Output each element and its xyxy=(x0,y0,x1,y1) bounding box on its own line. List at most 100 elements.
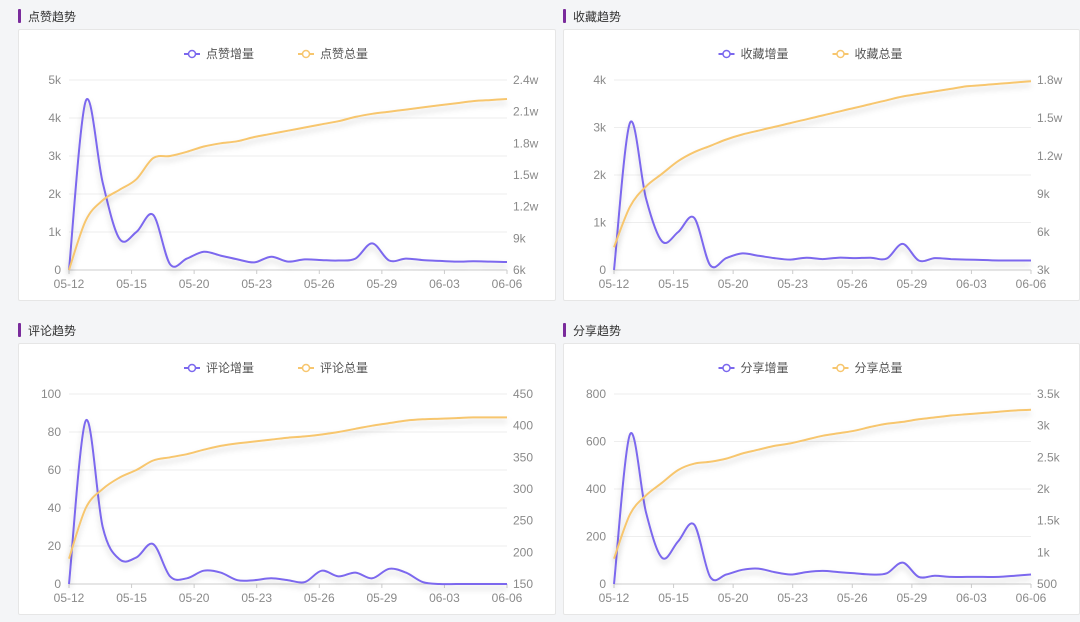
total-series-line xyxy=(613,408,1032,560)
x-axis-tick-label: 06-06 xyxy=(492,591,523,605)
favorites-chart: 0 1k 2k 3k 4k 3k 6k 9k 1.2w 1.5w 1.8w 05-12 05-15 05-… xyxy=(593,47,1063,291)
left-axis-tick-label: 400 xyxy=(586,482,606,496)
legend-marker-icon xyxy=(301,49,311,59)
title-accent-bar xyxy=(18,323,21,337)
x-axis-tick-label: 05-15 xyxy=(658,277,689,291)
right-axis-tick-label: 2.4w xyxy=(513,73,539,87)
increment-series-line xyxy=(68,97,508,271)
x-axis-tick-label: 05-15 xyxy=(658,591,689,605)
left-axis-tick-label: 2k xyxy=(48,187,62,201)
right-axis-tick-label: 6k xyxy=(513,263,527,277)
left-axis-tick-label: 5k xyxy=(48,73,62,87)
right-axis-tick-label: 1.2w xyxy=(1037,149,1063,163)
total-series-line xyxy=(68,98,508,271)
right-axis-tick-label: 1.5w xyxy=(1037,111,1063,125)
right-axis-tick-label: 250 xyxy=(513,514,533,528)
right-axis-tick-label: 2.5k xyxy=(1037,450,1061,464)
title-accent-bar xyxy=(563,323,566,337)
x-axis-tick-label: 05-29 xyxy=(367,591,398,605)
left-axis-tick-label: 1k xyxy=(48,225,62,239)
panel-title: 点赞趋势 xyxy=(28,9,77,24)
right-axis-tick-label: 6k xyxy=(1037,225,1051,239)
left-axis-tick-label: 0 xyxy=(54,577,61,591)
chart-card: 0 200 400 600 800 500 1k 1.5k 2k 2.5k 3k 3.5k 05-12 0… xyxy=(563,343,1080,615)
left-axis-tick-label: 4k xyxy=(48,111,62,125)
right-axis-tick-label: 1.5k xyxy=(1037,514,1061,528)
panel-header: 评论趋势 xyxy=(18,320,76,340)
right-axis-tick-label: 1.8w xyxy=(1037,73,1063,87)
right-axis-tick-label: 200 xyxy=(513,545,533,559)
legend-marker-icon xyxy=(722,49,731,59)
x-axis-tick-label: 05-29 xyxy=(897,591,928,605)
x-axis-tick-label: 05-12 xyxy=(54,591,85,605)
right-axis-tick-label: 150 xyxy=(513,577,533,591)
x-axis-tick-label: 05-20 xyxy=(179,277,210,291)
panel-title: 分享趋势 xyxy=(573,323,622,338)
left-axis-tick-label: 200 xyxy=(586,530,606,544)
increment-series-line xyxy=(68,419,507,586)
x-axis-tick-label: 05-20 xyxy=(179,591,210,605)
right-axis-tick-label: 2k xyxy=(1037,482,1051,496)
panel-title: 评论趋势 xyxy=(28,323,77,338)
left-axis-tick-label: 4k xyxy=(593,73,607,87)
left-axis-tick-label: 80 xyxy=(48,425,62,439)
right-axis-tick-label: 300 xyxy=(513,482,533,496)
left-axis-tick-label: 3k xyxy=(593,121,607,135)
x-axis-tick-label: 06-06 xyxy=(1016,591,1047,605)
right-axis-tick-label: 9k xyxy=(513,231,527,245)
x-axis-tick-label: 06-06 xyxy=(1016,277,1047,291)
left-axis-tick-label: 1k xyxy=(593,216,607,230)
chart-card: 0 1k 2k 3k 4k 5k 6k 9k 1.2w 1.5w 1.8w 2.1w 2.4w 05-12… xyxy=(18,29,556,301)
right-axis-tick-label: 1k xyxy=(1037,545,1051,559)
right-axis-tick-label: 1.8w xyxy=(513,136,539,150)
legend-marker-icon xyxy=(187,363,197,373)
x-axis-tick-label: 05-20 xyxy=(718,277,749,291)
panel-favorites: 收藏趋势 0 1k 2k 3k 4k 3k 6k 9k 1.2w 1.5w 1.8w 05-12 05-… xyxy=(563,6,1080,306)
x-axis-tick-label: 05-12 xyxy=(599,277,630,291)
left-axis-tick-label: 2k xyxy=(593,168,607,182)
left-axis-tick-label: 600 xyxy=(586,435,606,449)
x-axis-tick-label: 05-23 xyxy=(777,277,808,291)
chart-card: 0 20 40 60 80 100 150 200 250 300 350 400 450 05-12 05… xyxy=(18,343,556,615)
x-axis-tick-label: 05-15 xyxy=(116,591,147,605)
title-accent-bar xyxy=(18,9,21,23)
right-axis-tick-label: 1.5w xyxy=(513,168,539,182)
right-axis-tick-label: 3k xyxy=(1037,263,1051,277)
x-axis-tick-label: 05-12 xyxy=(54,277,85,291)
title-accent-bar xyxy=(563,9,566,23)
legend-marker-icon xyxy=(836,49,845,59)
x-axis-tick-label: 06-03 xyxy=(429,277,460,291)
legend-label: 点赞总量 xyxy=(320,47,368,61)
x-axis-tick-label: 05-29 xyxy=(367,277,398,291)
right-axis-tick-label: 2.1w xyxy=(513,105,539,119)
right-axis-tick-label: 3k xyxy=(1037,419,1051,433)
total-series-line xyxy=(613,80,1032,248)
x-axis-tick-label: 05-23 xyxy=(241,277,272,291)
right-axis-tick-label: 350 xyxy=(513,450,533,464)
panel-header: 点赞趋势 xyxy=(18,6,76,26)
right-axis-tick-label: 500 xyxy=(1037,577,1057,591)
left-axis-tick-label: 0 xyxy=(599,577,606,591)
panel-shares: 分享趋势 0 200 400 600 800 500 1k 1.5k 2k 2.5k 3k 3.5k 0… xyxy=(563,320,1080,620)
x-axis-tick-label: 05-12 xyxy=(599,591,630,605)
right-axis-tick-label: 450 xyxy=(513,387,533,401)
x-axis-tick-label: 05-26 xyxy=(837,277,868,291)
legend-marker-icon xyxy=(301,363,311,373)
x-axis-tick-label: 05-26 xyxy=(304,591,335,605)
legend-label: 分享总量 xyxy=(855,360,903,375)
left-axis-tick-label: 40 xyxy=(48,501,62,515)
total-series-line xyxy=(68,416,507,560)
x-axis-tick-label: 06-03 xyxy=(956,277,987,291)
right-axis-tick-label: 1.2w xyxy=(513,200,539,214)
x-axis-tick-label: 05-26 xyxy=(837,591,868,605)
left-axis-tick-label: 0 xyxy=(54,263,61,277)
panel-header: 收藏趋势 xyxy=(563,6,621,26)
left-axis-tick-label: 0 xyxy=(599,263,606,277)
comments-chart: 0 20 40 60 80 100 150 200 250 300 350 400 450 05-12 05… xyxy=(41,361,533,605)
legend-label: 收藏总量 xyxy=(855,47,903,61)
increment-series-line xyxy=(613,432,1032,585)
legend-label: 评论增量 xyxy=(206,361,254,375)
shares-chart: 0 200 400 600 800 500 1k 1.5k 2k 2.5k 3k 3.5k 05-12 0… xyxy=(586,360,1061,605)
legend-marker-icon xyxy=(187,49,197,59)
panel-comments: 评论趋势 0 20 40 60 80 100 150 200 250 300 350 400 450 05… xyxy=(18,320,556,620)
